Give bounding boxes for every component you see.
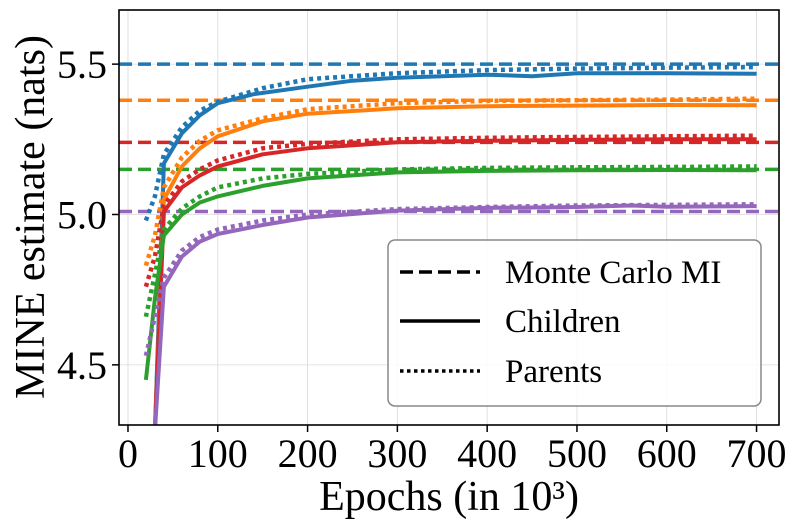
x-ticks: 0 100 200 300 400 500 600 700	[118, 425, 787, 476]
y-tick-label: 5.5	[57, 42, 107, 87]
purple-parents-line	[143, 202, 757, 357]
red-children-line	[153, 137, 757, 425]
y-ticks: 4.5 5.0 5.5	[57, 42, 119, 388]
plot-frame	[118, 9, 780, 426]
y-tick-label: 5.0	[57, 192, 107, 237]
x-tick-label: 500	[547, 431, 607, 476]
x-tick-label: 400	[457, 431, 517, 476]
blue-children-line	[153, 71, 757, 425]
legend-label-children: Children	[505, 304, 620, 340]
x-tick-label: 300	[367, 431, 427, 476]
series-lines	[143, 64, 757, 425]
legend-box	[387, 239, 762, 407]
x-tick-label: 700	[727, 431, 787, 476]
x-tick-label: 100	[188, 431, 248, 476]
red-parents-line	[143, 133, 757, 288]
x-tick-label: 0	[118, 431, 138, 476]
blue-parents-line	[143, 64, 757, 222]
x-tick-label: 200	[278, 431, 338, 476]
x-axis-title: Epochs (in 10³)	[319, 474, 579, 520]
legend-label-monte-carlo: Monte Carlo MI	[505, 255, 721, 291]
orange-children-line	[153, 103, 757, 425]
x-tick-label: 600	[637, 431, 697, 476]
green-parents-line	[143, 164, 757, 318]
y-axis-title: MINE estimate (nats)	[8, 35, 54, 399]
orange-parents-line	[143, 96, 757, 267]
legend: Monte Carlo MI Children Parents	[387, 239, 762, 407]
y-tick-label: 4.5	[57, 343, 107, 388]
legend-label-parents: Parents	[505, 354, 602, 390]
